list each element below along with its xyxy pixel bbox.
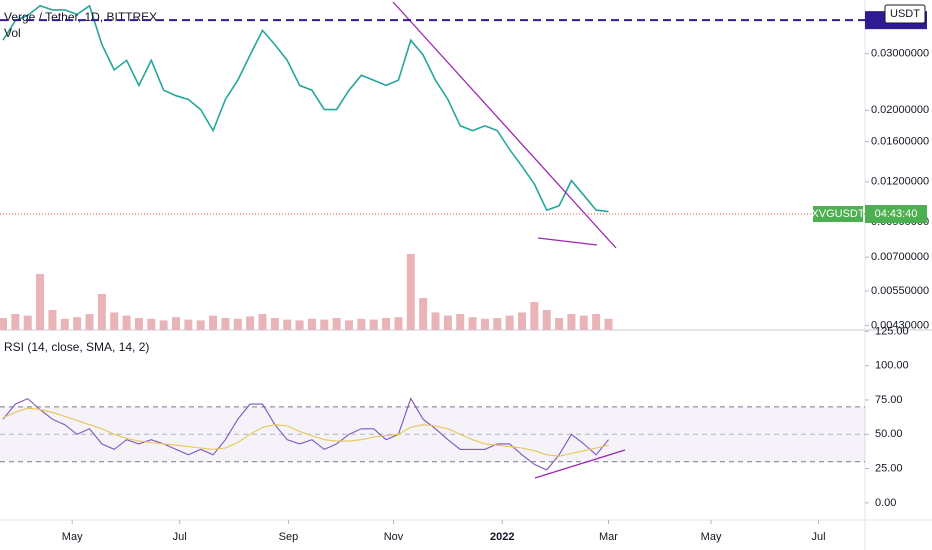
volume-bar [85,314,94,330]
volume-bar [320,319,329,330]
volume-bar [579,315,588,330]
chart-title: Verge / Tether, 1D, BITTREX [4,10,157,24]
volume-bar [122,315,131,330]
x-tick-label: Sep [279,531,299,543]
y-tick-label: 25.00 [875,462,903,474]
volume-bar [221,318,230,330]
volume-bar [0,318,7,330]
y-tick-label: 0.00700000 [871,251,929,263]
volume-bar [73,317,82,330]
rsi-title: RSI (14, close, SMA, 14, 2) [4,340,149,354]
volume-bar [184,319,193,330]
volume-bar [307,318,316,330]
volume-bar [357,318,366,330]
y-tick-label: 0.00430000 [871,319,929,331]
x-tick-label: 2022 [490,531,514,543]
volume-bar [443,315,452,330]
volume-bar [493,318,502,330]
y-tick-label: 0.02000000 [871,104,929,116]
volume-bar [48,310,57,330]
x-tick-label: Mar [599,531,618,543]
volume-bar [159,320,168,330]
x-tick-label: May [701,531,722,543]
volume-bar [456,314,465,330]
volume-bar [110,312,119,330]
price-tag [865,205,927,224]
volume-bar [172,317,180,330]
trendline [534,449,626,479]
series-line [2,407,609,457]
volume-bar [295,320,304,330]
y-tick-label: 75.00 [875,394,903,406]
volume-bar [431,312,440,330]
x-tick-label: Jul [173,531,187,543]
volume-bar [345,320,353,330]
series-line [2,4,609,213]
trendline [537,237,598,246]
volume-bar [270,318,279,330]
volume-bar [468,317,477,330]
volume-bar [246,316,255,330]
symbol-tag [813,206,863,223]
volume-bar [480,318,489,330]
volume-bar [196,320,205,330]
volume-label: Vol [4,26,21,40]
volume-bar [518,312,526,330]
volume-bar [332,318,341,330]
volume-bar [11,314,20,330]
volume-bar [530,302,539,330]
y-tick-label: 50.00 [875,428,903,440]
symbol-label: XVGUSDT [811,208,864,220]
countdown-label: 04:43:40 [875,208,918,220]
volume-bar [233,318,242,330]
volume-bar [542,310,551,330]
y-tick-label: 0.01200000 [871,176,929,188]
price-pane [0,4,613,330]
volume-bar [419,298,428,330]
volume-bar [60,318,69,330]
series-line [2,397,609,471]
volume-bar [147,318,156,330]
volume-bar [369,319,378,330]
volume-bar [23,315,32,330]
y-tick-label: 0.01600000 [871,135,929,147]
volume-bar [505,315,514,330]
y-tick-label: 125.00 [875,325,909,337]
volume-bar [592,314,601,330]
volume-bar [394,317,403,330]
volume-bar [567,314,576,330]
x-tick-label: Nov [384,531,404,543]
volume-bar [382,318,391,330]
volume-bar [209,315,218,330]
y-tick-label: 100.00 [875,360,909,372]
trendline [392,1,617,249]
currency-label: USDT [890,8,920,20]
volume-bar [283,319,292,330]
x-tick-label: May [62,531,83,543]
volume-bar [258,314,267,330]
currency-box [884,4,926,24]
y-tick-label: 0.03000000 [871,47,929,59]
volume-bar [36,274,45,330]
y-tick-label: 0.00550000 [871,285,929,297]
volume-bar [406,254,415,330]
x-tick-label: Jul [812,531,826,543]
y-tick-label: 0.00 [875,497,896,509]
rsi-pane [0,397,865,471]
volume-bar [134,318,143,330]
volume-bar [97,294,106,330]
volume-bar [555,318,564,330]
volume-bar [604,318,613,330]
